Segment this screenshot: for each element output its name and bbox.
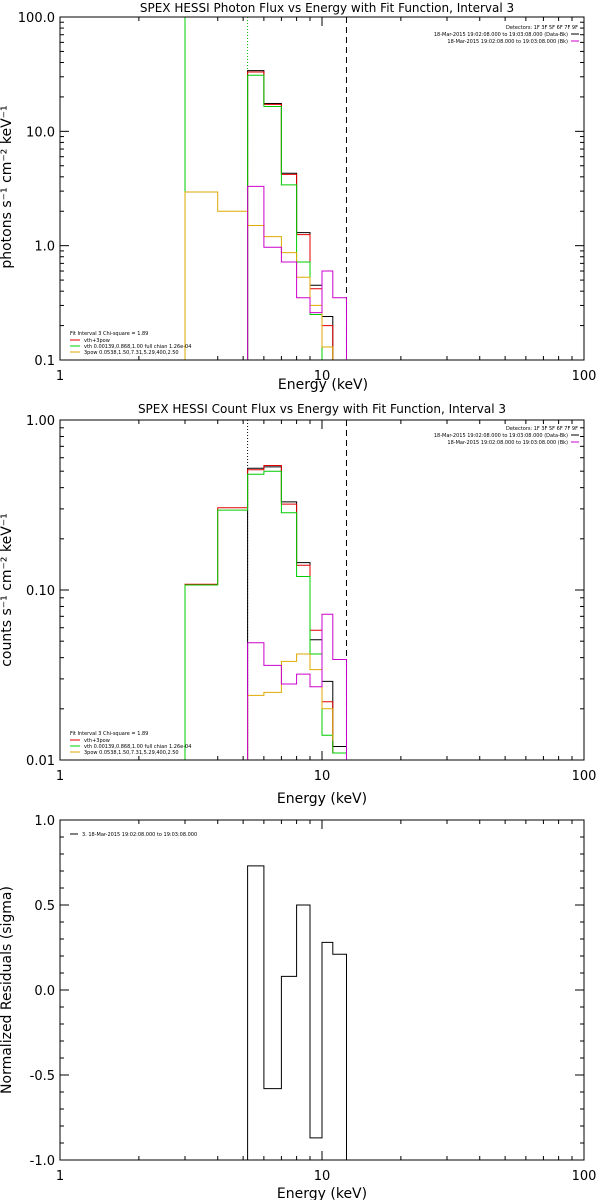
legend-vth-3pow: vth+3pow [84, 738, 110, 744]
x-tick-label: 100 [572, 369, 597, 384]
y-tick-label: 10.0 [26, 125, 55, 140]
plot-frame [59, 419, 585, 761]
legend-data-bk: 18-Mar-2015 19:02:08.000 to 19:03:08.000… [434, 32, 568, 38]
chart-title: SPEX HESSI Photon Flux vs Energy with Fi… [140, 1, 514, 15]
y-tick-label: 1.0 [34, 814, 55, 829]
x-tick-label: 10 [314, 769, 331, 784]
y-tick-label: 0.5 [34, 899, 55, 914]
legend-data-bk: 18-Mar-2015 19:02:08.000 to 19:03:08.000… [434, 433, 568, 439]
series-3-18-mar-2015-19-02-08-000-to-19-03-08-000 [247, 865, 347, 1160]
legend-interval: 3. 18-Mar-2015 19:02:08.000 to 19:03:08.… [82, 832, 197, 838]
legend-vth: vth 0.00139,0.868,1.00 full chian 1.26e-… [84, 344, 191, 350]
series-bk [247, 613, 347, 760]
y-tick-label: 0.1 [34, 354, 55, 369]
y-tick-label: 0.0 [34, 984, 55, 999]
x-tick-label: 1 [56, 1169, 64, 1184]
legend-top-left: 3. 18-Mar-2015 19:02:08.000 to 19:03:08.… [70, 832, 197, 838]
y-axis-label: Normalized Residuals (sigma) [0, 886, 15, 1094]
x-tick-label: 100 [572, 769, 597, 784]
legend-fit-interval: Fit Interval 3 Chi-square = 1.89 [70, 331, 148, 337]
legend-3pow: 3pow 0.0538,1.50,7.31,5.29,400,2.50 [84, 350, 179, 356]
legend-bk: 18-Mar-2015 19:02:08.000 to 19:03:08.000… [447, 440, 568, 446]
chart-title: SPEX HESSI Count Flux vs Energy with Fit… [138, 402, 506, 416]
x-axis-label: Energy (keV) [277, 1186, 367, 1200]
x-axis-label: Energy (keV) [278, 377, 368, 393]
series-vth [184, 470, 347, 760]
y-tick-label: -1.0 [30, 1154, 55, 1169]
x-tick-label: 100 [572, 1169, 597, 1184]
y-tick-label: 0.10 [26, 584, 55, 599]
x-tick-label: 1 [56, 369, 64, 384]
legend-bk: 18-Mar-2015 19:02:08.000 to 19:03:08.000… [447, 39, 568, 45]
legend-vth-3pow: vth+3pow [84, 338, 110, 344]
legend-top-right: Detectors: 1F 3F 5F 6F 7F 9F 18-Mar-2015… [434, 426, 579, 446]
series-vth-3pow [184, 465, 347, 760]
plot-frame [59, 819, 585, 1161]
legend-top-right: Detectors: 1F 3F 5F 6F 7F 9F 18-Mar-2015… [434, 25, 579, 45]
x-tick-label: 10 [314, 369, 331, 384]
plot-frame [59, 16, 585, 361]
legend-fit-interval: Fit Interval 3 Chi-square = 1.89 [70, 731, 148, 737]
residuals-panel: Energy (keV) Normalized Residuals (sigma… [0, 814, 596, 1200]
y-tick-label: 0.01 [26, 754, 55, 769]
series-vth [247, 74, 333, 361]
photon-flux-panel: SPEX HESSI Photon Flux vs Energy with Fi… [0, 1, 596, 393]
count-flux-panel: SPEX HESSI Count Flux vs Energy with Fit… [0, 402, 596, 807]
y-axis-label: counts s⁻¹ cm⁻² keV⁻¹ [0, 513, 15, 667]
legend-detectors: Detectors: 1F 3F 5F 6F 7F 9F [506, 25, 578, 31]
series-3pow [247, 653, 334, 760]
legend-bottom-left: Fit Interval 3 Chi-square = 1.89 vth+3po… [70, 331, 191, 356]
legend-bottom-left: Fit Interval 3 Chi-square = 1.89 vth+3po… [70, 731, 191, 756]
legend-vth: vth 0.00139,0.868,1.00 full chian 1.26e-… [84, 744, 191, 750]
legend-detectors: Detectors: 1F 3F 5F 6F 7F 9F [506, 426, 578, 432]
y-axis-label: photons s⁻¹ cm⁻² keV⁻¹ [0, 105, 15, 268]
x-axis-label: Energy (keV) [277, 791, 367, 807]
y-tick-label: 1.0 [34, 240, 55, 255]
series-3pow [184, 191, 334, 360]
legend-3pow: 3pow 0.0538,1.50,7.31,5.29,400,2.50 [84, 750, 179, 756]
y-tick-label: 100.0 [18, 11, 55, 26]
x-tick-label: 10 [314, 1169, 331, 1184]
y-tick-label: -0.5 [30, 1069, 55, 1084]
series-bk [247, 185, 347, 360]
x-tick-label: 1 [56, 769, 64, 784]
y-tick-label: 1.00 [26, 414, 55, 429]
